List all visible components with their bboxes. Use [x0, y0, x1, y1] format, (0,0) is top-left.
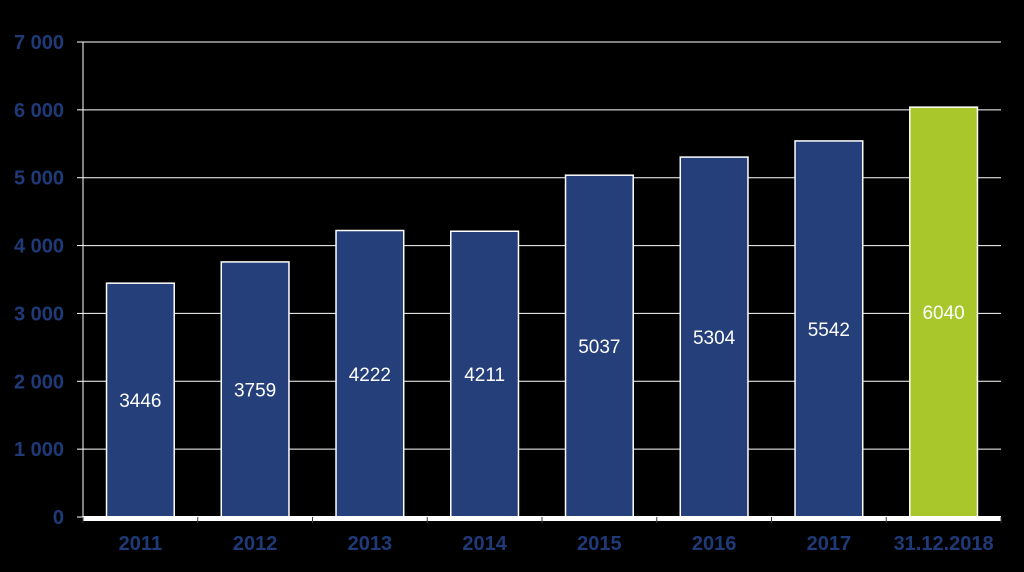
y-tick-label: 7 000 [14, 32, 64, 54]
y-tick-label: 5 000 [14, 168, 64, 190]
bar-31.12.2018 [909, 106, 979, 518]
data-labels: 3446 3759 4222 4211 5037 5304 5542 6040 [119, 303, 965, 412]
data-label: 3759 [234, 380, 276, 401]
y-tick-label: 6 000 [14, 100, 64, 122]
bar-2016 [679, 156, 749, 518]
data-label: 5037 [578, 337, 620, 358]
x-axis-ticks: 2011 2012 2013 2014 2015 2016 2017 31.12.2018 [119, 533, 994, 555]
data-label: 5542 [808, 320, 850, 341]
x-axis [77, 41, 1002, 523]
data-label: 4211 [464, 365, 505, 386]
bar-2014 [450, 230, 520, 518]
y-tick-label: 3 000 [14, 303, 64, 325]
data-label: 4222 [349, 365, 391, 386]
bars [105, 106, 979, 518]
data-label: 5304 [693, 328, 736, 349]
x-tick-label: 2012 [233, 533, 278, 555]
x-tick-label: 2014 [462, 533, 507, 555]
x-tick-label: 31.12.2018 [894, 533, 994, 555]
bar-2013 [335, 229, 405, 518]
data-label: 6040 [922, 303, 964, 324]
y-tick-label: 2 000 [14, 371, 64, 393]
bar-2017 [794, 140, 864, 518]
y-tick-label: 1 000 [14, 439, 64, 461]
y-axis-ticks: 0 1 000 2 000 3 000 4 000 5 000 6 000 7 000 [14, 32, 64, 529]
x-tick-label: 2013 [348, 533, 393, 555]
x-tick-label: 2016 [692, 533, 737, 555]
x-tick-label: 2011 [119, 533, 162, 555]
x-tick-label: 2017 [807, 533, 852, 555]
y-tick-label: 0 [53, 507, 64, 529]
x-tick-label: 2015 [577, 533, 622, 555]
y-tick-label: 4 000 [14, 236, 64, 258]
bar-2015 [564, 174, 634, 518]
data-label: 3446 [119, 391, 161, 412]
